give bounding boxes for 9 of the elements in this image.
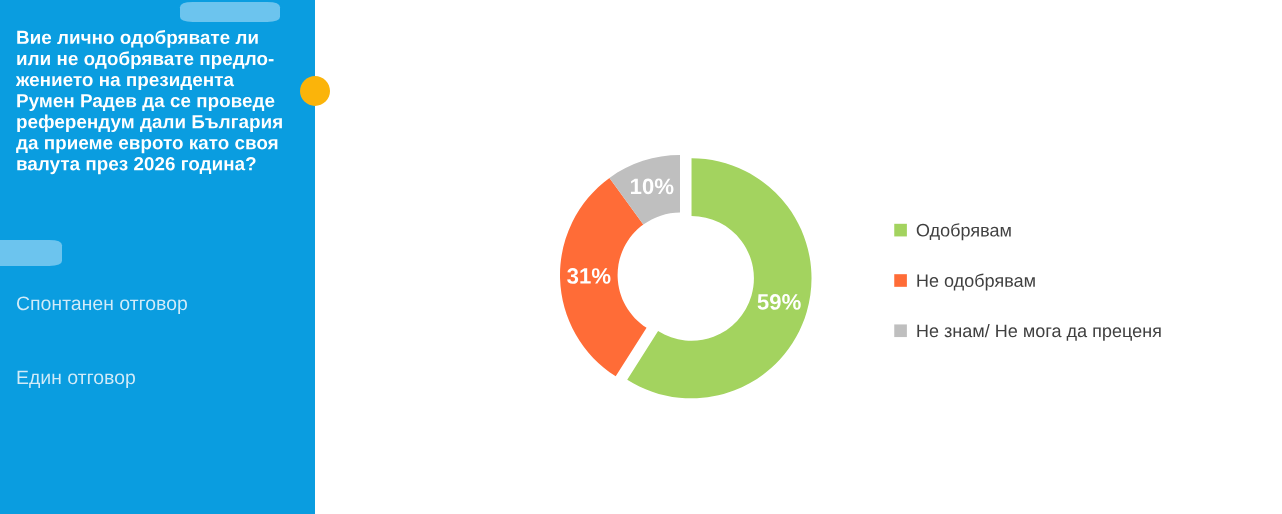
legend-label: Не знам/ Не мога да преценя [917, 323, 1161, 341]
legend-label: Одобрявам [916, 223, 1011, 241]
text: Един отговор [17, 370, 135, 389]
text: Спонтанен отговор [16, 296, 187, 315]
data-label: 59% [757, 294, 801, 310]
data-label: 10% [630, 178, 674, 195]
legend-label: Не одобрявам [917, 273, 1035, 291]
text: Вие лично одобрявате ли или не одобрявате предло- жението на президента Румен Радев да се проведе референдум дали България да приеме еврото като своя валута през 2026 година? [15, 30, 282, 175]
data-label: 31% [567, 268, 611, 284]
